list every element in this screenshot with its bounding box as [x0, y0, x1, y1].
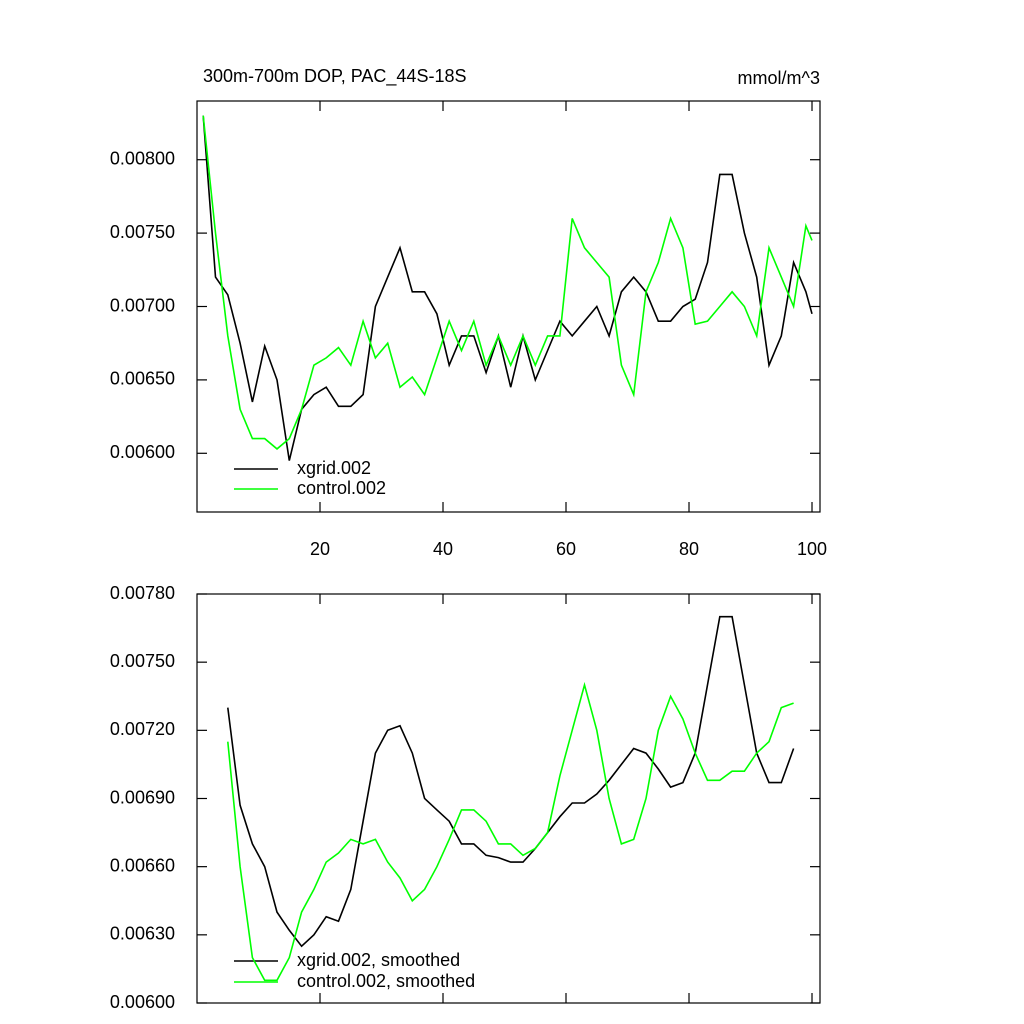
x-tick-label: 80 — [679, 539, 699, 559]
x-tick-label: 100 — [797, 539, 827, 559]
y-tick-label: 0.00600 — [110, 992, 175, 1012]
legend-label: xgrid.002, smoothed — [297, 950, 460, 970]
y-tick-label: 0.00750 — [110, 651, 175, 671]
y-tick-label: 0.00780 — [110, 583, 175, 603]
data-line — [227, 615, 795, 948]
y-tick-label: 0.00690 — [110, 787, 175, 807]
y-tick-label: 0.00750 — [110, 222, 175, 242]
x-tick-label: 20 — [310, 539, 330, 559]
y-tick-label: 0.00650 — [110, 369, 175, 389]
y-tick-label: 0.00630 — [110, 924, 175, 944]
legend-label: control.002 — [297, 478, 386, 498]
x-tick-label: 40 — [433, 539, 453, 559]
x-tick-label: 60 — [556, 539, 576, 559]
y-tick-label: 0.00720 — [110, 719, 175, 739]
data-line — [202, 115, 813, 450]
units-label: mmol/m^3 — [738, 68, 820, 88]
plot-frame — [196, 593, 821, 1004]
y-tick-label: 0.00700 — [110, 295, 175, 315]
data-line — [227, 681, 794, 982]
y-tick-label: 0.00600 — [110, 442, 175, 462]
legend-label: xgrid.002 — [297, 458, 371, 478]
y-tick-label: 0.00800 — [110, 148, 175, 168]
y-tick-label: 0.00660 — [110, 855, 175, 875]
legend-label: control.002, smoothed — [297, 971, 475, 991]
chart-title: 300m-700m DOP, PAC_44S-18S — [203, 66, 466, 87]
data-line — [202, 115, 813, 461]
plot-frame — [196, 100, 821, 513]
